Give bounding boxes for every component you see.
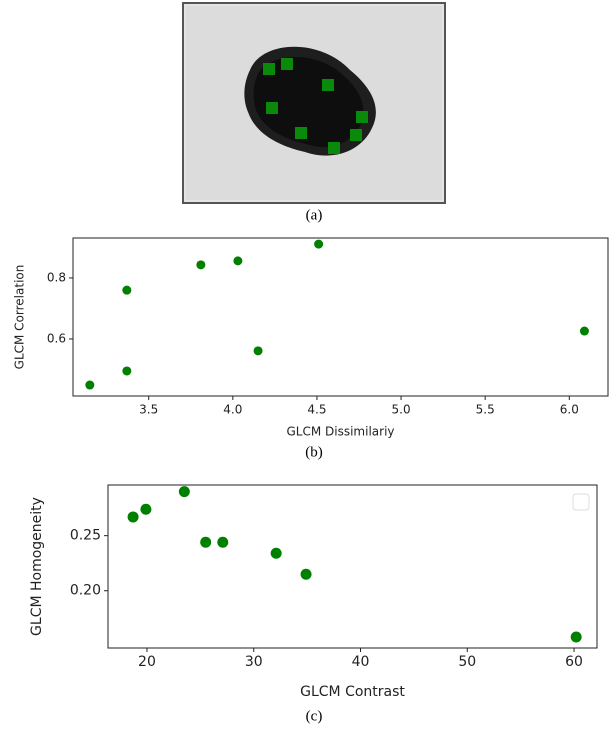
x-tick-label: 30 [245, 654, 263, 670]
point [122, 285, 132, 295]
point [140, 503, 152, 515]
y-axis-label: GLCM Homogeneity [29, 497, 45, 636]
caption: (a) [306, 207, 323, 223]
y-tick-label: 0.6 [47, 331, 66, 345]
point [570, 631, 582, 643]
legend [572, 493, 590, 511]
point [85, 380, 95, 390]
caption: (b) [305, 444, 323, 460]
plot-frame [72, 237, 609, 397]
x-tick-label: 60 [565, 654, 583, 670]
point [579, 326, 589, 336]
y-tick-label: 0.8 [47, 270, 66, 284]
x-axis-label: GLCM Dissimilariy [286, 425, 394, 439]
x-tick-label: 5.0 [392, 403, 411, 417]
x-tick-label: 40 [352, 654, 370, 670]
point [253, 346, 263, 356]
y-tick-label: 0.25 [70, 528, 101, 544]
point [314, 239, 324, 249]
point [196, 260, 206, 270]
point [217, 536, 229, 548]
point [233, 256, 243, 266]
x-tick-label: 6.0 [560, 403, 579, 417]
caption: (c) [306, 708, 323, 724]
x-tick-label: 5.5 [476, 403, 495, 417]
point [200, 536, 212, 548]
x-tick-label: 4.0 [223, 403, 242, 417]
point [270, 547, 282, 559]
point [300, 568, 312, 580]
x-tick-label: 4.5 [307, 403, 326, 417]
y-axis-label: GLCM Correlation [13, 265, 27, 370]
y-tick-label: 0.20 [70, 583, 101, 599]
x-tick-label: 50 [458, 654, 476, 670]
x-axis-label: GLCM Contrast [300, 684, 405, 700]
x-tick-label: 20 [138, 654, 156, 670]
lesion-image [182, 2, 446, 204]
point [178, 486, 190, 498]
point [122, 366, 132, 376]
plot-frame [107, 484, 598, 649]
point [127, 511, 139, 523]
x-tick-label: 3.5 [139, 403, 158, 417]
